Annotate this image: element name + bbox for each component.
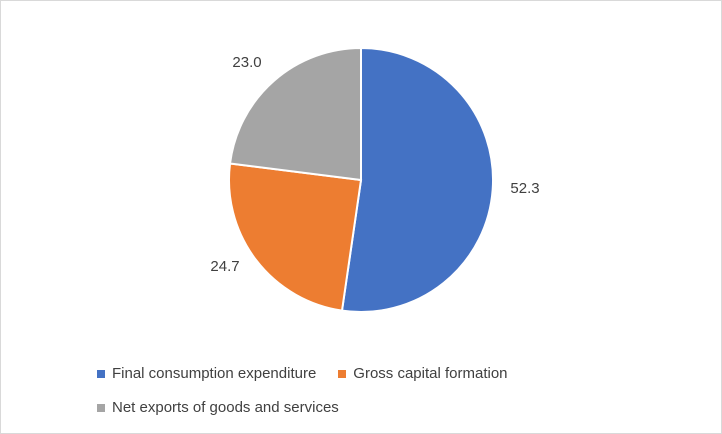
legend-item-gross-capital: Gross capital formation bbox=[338, 365, 508, 382]
legend-label: Final consumption expenditure bbox=[112, 365, 317, 382]
pie-slice-1 bbox=[340, 46, 495, 313]
pie-slice-3 bbox=[228, 46, 362, 182]
legend-swatch bbox=[97, 403, 105, 412]
legend-row-2: Net exports of goods and services bbox=[97, 399, 361, 416]
legend-row-1: Final consumption expenditure Gross capi… bbox=[97, 365, 530, 382]
data-label-3: 23.0 bbox=[232, 54, 261, 71]
legend-label: Net exports of goods and services bbox=[112, 399, 339, 416]
data-label-1: 52.3 bbox=[510, 180, 539, 197]
legend-label: Gross capital formation bbox=[353, 365, 508, 382]
legend-swatch bbox=[338, 369, 347, 378]
legend-item-final-consumption: Final consumption expenditure bbox=[97, 365, 316, 382]
data-label-2: 24.7 bbox=[210, 258, 239, 275]
pie-slice-2 bbox=[228, 162, 363, 312]
legend-item-net-exports: Net exports of goods and services bbox=[97, 399, 339, 416]
legend-swatch bbox=[97, 369, 105, 378]
